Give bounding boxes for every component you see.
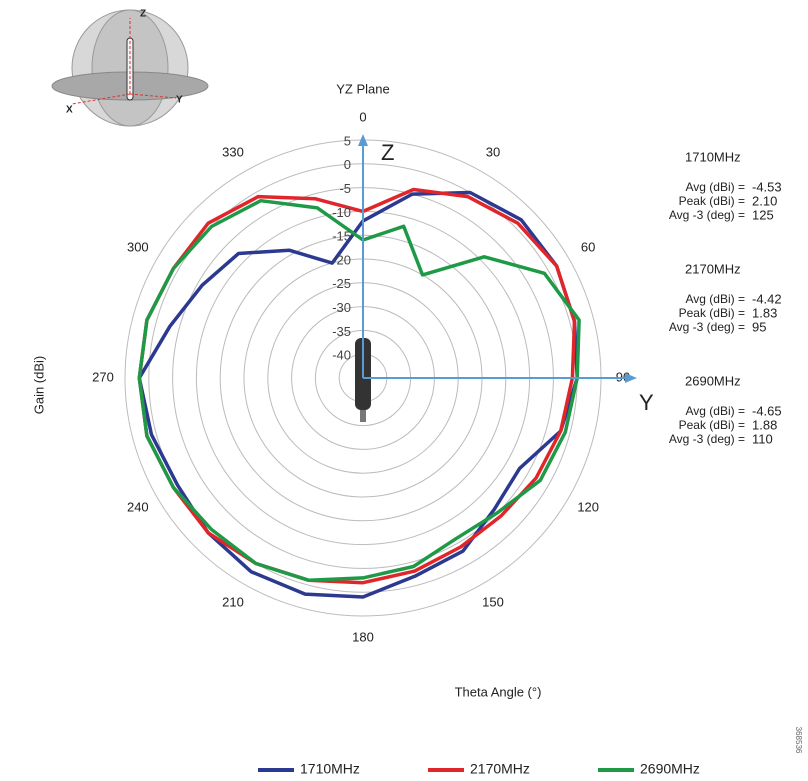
stats-value: 1.88 xyxy=(752,417,777,432)
axis-letter: Z xyxy=(381,140,394,165)
radial-tick-label: -5 xyxy=(339,181,351,196)
radial-tick-label: -20 xyxy=(332,252,351,267)
stats-heading: 2170MHz xyxy=(685,261,741,276)
stats-label: Avg -3 (deg) = xyxy=(669,208,745,222)
stats-value: 110 xyxy=(752,431,773,446)
angle-tick-label: 150 xyxy=(482,595,504,610)
stats-value: -4.42 xyxy=(752,291,782,306)
angle-tick-label: 0 xyxy=(359,109,366,124)
legend-label: 2690MHz xyxy=(640,761,700,777)
inset-label: X xyxy=(66,105,73,116)
stats-value: 2.10 xyxy=(752,193,777,208)
figure: Z X Y YZ Plane Gain (dBi) Theta Angle (°… xyxy=(0,0,808,781)
stats-label: Avg -3 (deg) = xyxy=(669,432,745,446)
stats-heading: 2690MHz xyxy=(685,373,741,388)
angle-tick-label: 30 xyxy=(486,144,500,159)
radial-tick-label: -40 xyxy=(332,348,351,363)
angle-tick-label: 60 xyxy=(581,239,595,254)
radial-tick-label: -35 xyxy=(332,324,351,339)
angle-tick-label: 180 xyxy=(352,629,374,644)
angle-tick-label: 270 xyxy=(92,369,114,384)
legend-label: 1710MHz xyxy=(300,761,360,777)
figure-id: 368536 xyxy=(794,727,803,754)
axis-letter: Y xyxy=(639,390,654,415)
angle-tick-label: 240 xyxy=(127,499,149,514)
stats-label: Avg (dBi) = xyxy=(686,404,745,418)
stats-value: -4.53 xyxy=(752,179,782,194)
angle-tick-label: 210 xyxy=(222,595,244,610)
arrow-head xyxy=(625,373,637,383)
radial-tick-label: -25 xyxy=(332,276,351,291)
orientation-inset: Z X Y xyxy=(52,9,208,126)
chart-title: YZ Plane xyxy=(336,81,389,96)
stats-label: Avg -3 (deg) = xyxy=(669,320,745,334)
stats-label: Peak (dBi) = xyxy=(679,418,745,432)
stats-value: 125 xyxy=(752,207,774,222)
radial-axis-title: Gain (dBi) xyxy=(31,356,46,415)
stats-value: 95 xyxy=(752,319,766,334)
radial-tick-label: -30 xyxy=(332,300,351,315)
radial-tick-label: -15 xyxy=(332,229,351,244)
antenna-icon xyxy=(360,410,366,422)
radial-tick-label: -10 xyxy=(332,205,351,220)
angle-axis-title: Theta Angle (°) xyxy=(455,684,542,699)
radial-tick-label: 0 xyxy=(344,157,351,172)
stats-value: 1.83 xyxy=(752,305,777,320)
angle-tick-label: 120 xyxy=(577,499,599,514)
angle-tick-label: 330 xyxy=(222,144,244,159)
stats-label: Peak (dBi) = xyxy=(679,194,745,208)
stats-heading: 1710MHz xyxy=(685,149,741,164)
inset-label: Z xyxy=(140,9,146,20)
angle-tick-label: 300 xyxy=(127,239,149,254)
inset-label: Y xyxy=(176,95,183,106)
radial-tick-label: 5 xyxy=(344,133,351,148)
stats-label: Avg (dBi) = xyxy=(686,180,745,194)
stats-label: Avg (dBi) = xyxy=(686,292,745,306)
stats-value: -4.65 xyxy=(752,403,782,418)
legend-label: 2170MHz xyxy=(470,761,530,777)
stats-label: Peak (dBi) = xyxy=(679,306,745,320)
